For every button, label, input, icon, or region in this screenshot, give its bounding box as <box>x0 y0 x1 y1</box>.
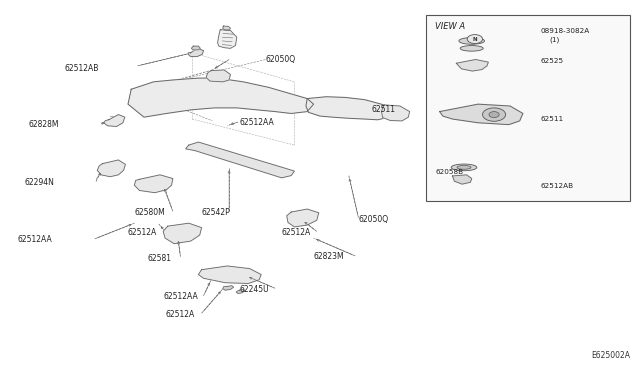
Text: N: N <box>472 36 477 42</box>
Text: 62050Q: 62050Q <box>358 215 388 224</box>
Polygon shape <box>97 160 125 177</box>
Text: 62512A: 62512A <box>282 228 311 237</box>
Text: 62512AA: 62512AA <box>163 292 198 301</box>
Text: 62058B: 62058B <box>435 169 463 175</box>
Ellipse shape <box>459 38 484 44</box>
Text: 62581: 62581 <box>147 254 172 263</box>
Text: 62542P: 62542P <box>202 208 230 217</box>
Bar <box>426 15 630 201</box>
Text: VIEW A: VIEW A <box>435 22 465 31</box>
Text: 62828M: 62828M <box>28 120 59 129</box>
Polygon shape <box>134 175 173 193</box>
Ellipse shape <box>451 164 477 171</box>
Text: 62512AB: 62512AB <box>65 64 99 73</box>
Polygon shape <box>440 104 523 125</box>
Ellipse shape <box>460 45 483 51</box>
Text: 62511: 62511 <box>541 116 564 122</box>
Polygon shape <box>236 289 244 294</box>
Text: 62512A: 62512A <box>128 228 157 237</box>
Text: 62512A: 62512A <box>165 310 195 319</box>
Polygon shape <box>306 97 394 120</box>
Text: 62245U: 62245U <box>240 285 269 294</box>
Circle shape <box>489 112 499 118</box>
Polygon shape <box>287 209 319 227</box>
Ellipse shape <box>457 166 471 169</box>
Text: (1): (1) <box>549 36 559 43</box>
Polygon shape <box>223 286 234 290</box>
Polygon shape <box>128 78 314 117</box>
Polygon shape <box>456 60 488 71</box>
Text: 62580M: 62580M <box>134 208 165 217</box>
Polygon shape <box>186 142 294 178</box>
Polygon shape <box>198 266 261 283</box>
Text: 62525: 62525 <box>541 58 564 64</box>
Text: 62512AB: 62512AB <box>541 183 574 189</box>
Text: 62512AA: 62512AA <box>240 118 275 127</box>
Text: 62823M: 62823M <box>314 252 344 261</box>
Polygon shape <box>223 26 230 30</box>
Text: 62512AA: 62512AA <box>18 235 52 244</box>
Text: E625002A: E625002A <box>591 351 630 360</box>
Polygon shape <box>188 48 204 57</box>
Text: 08918-3082A: 08918-3082A <box>541 28 590 34</box>
Polygon shape <box>206 70 230 82</box>
Polygon shape <box>163 223 202 244</box>
Circle shape <box>483 108 506 121</box>
Text: 62050Q: 62050Q <box>266 55 296 64</box>
Text: 62511: 62511 <box>371 105 396 114</box>
Polygon shape <box>191 46 200 50</box>
Polygon shape <box>218 30 237 48</box>
Polygon shape <box>381 105 410 121</box>
Polygon shape <box>104 115 125 126</box>
Text: 62294N: 62294N <box>24 178 54 187</box>
Polygon shape <box>452 175 472 184</box>
Circle shape <box>467 35 483 44</box>
